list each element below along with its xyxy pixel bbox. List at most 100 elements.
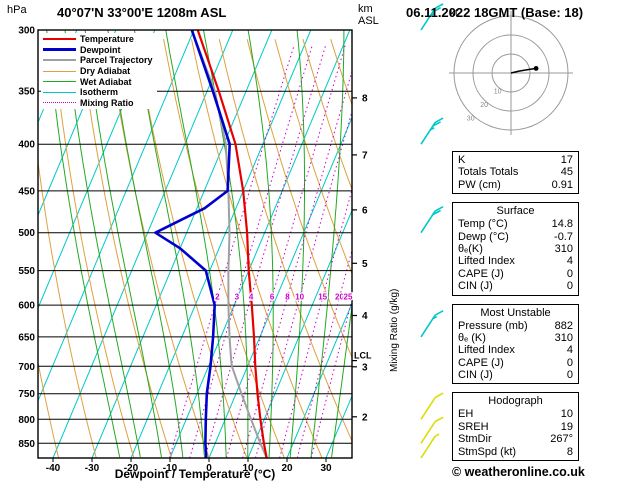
svg-text:300: 300 xyxy=(18,26,35,37)
height-axis-unit: km ASL xyxy=(358,3,379,27)
stats-box-header: Surface xyxy=(496,205,535,218)
svg-text:650: 650 xyxy=(18,332,35,343)
temperature-axis: -40 -30 -20 -10 0 10 20 30 xyxy=(46,458,332,474)
stat-label: Totals Totals xyxy=(458,166,519,179)
stat-value: -0.7 xyxy=(554,230,573,243)
hodograph-ring xyxy=(472,34,550,112)
stat-label: CAPE (J) xyxy=(458,267,504,280)
stat-label: CIN (J) xyxy=(458,280,493,293)
stat-row: K 17 xyxy=(458,154,573,166)
svg-text:6: 6 xyxy=(362,205,368,216)
stats-box-most-unstable: Most Unstable Pressure (mb) 882 θₑ (K) 310 Li… xyxy=(452,303,579,385)
hodograph-trace xyxy=(510,67,537,74)
svg-text:8: 8 xyxy=(285,293,290,302)
svg-text:-20: -20 xyxy=(124,463,139,474)
svg-text:750: 750 xyxy=(18,389,35,400)
svg-text:-30: -30 xyxy=(85,463,100,474)
stat-label: PW (cm) xyxy=(458,178,501,191)
svg-text:850: 850 xyxy=(18,439,35,450)
stat-value: 4 xyxy=(566,344,573,357)
svg-text:-40: -40 xyxy=(46,463,61,474)
mixing-ratio-labels: 2 3 4 6 8 10 15 20 25 xyxy=(214,291,354,303)
stats-box-header: Hodograph xyxy=(488,395,543,408)
wind-barb xyxy=(420,3,444,31)
legend-item-label: Dry Adiabat xyxy=(80,66,131,77)
svg-text:500: 500 xyxy=(18,228,35,239)
legend-line-swatch xyxy=(43,81,76,83)
svg-text:8: 8 xyxy=(362,93,368,104)
hodograph-kt-label: kt xyxy=(450,8,458,19)
svg-text:20: 20 xyxy=(480,102,488,109)
stat-value: 0 xyxy=(566,356,573,369)
svg-text:5: 5 xyxy=(362,259,368,270)
stat-label: StmDir xyxy=(458,433,492,446)
stat-value: 8 xyxy=(566,445,573,458)
stat-value: 45 xyxy=(560,166,573,179)
stat-row: Totals Totals 45 xyxy=(458,166,573,178)
stat-value: 882 xyxy=(554,319,573,332)
legend-item-mixing-ratio: Mixing Ratio xyxy=(43,98,153,109)
legend-line-swatch xyxy=(43,91,76,93)
legend: Temperature Dewpoint Parcel Trajectory Dry … xyxy=(41,33,157,110)
stats-box-indices: K 17 Totals Totals 45 PW (cm) 0.91 xyxy=(452,151,579,195)
stat-label: θₑ(K) xyxy=(458,242,483,255)
legend-item-temperature: Temperature xyxy=(43,34,153,45)
stat-row: Lifted Index 4 xyxy=(458,344,573,356)
stat-value: 17 xyxy=(560,154,573,166)
stat-label: K xyxy=(458,154,466,166)
svg-text:30: 30 xyxy=(467,115,475,122)
svg-text:350: 350 xyxy=(18,87,35,98)
stat-value: 310 xyxy=(554,242,573,255)
stat-label: Lifted Index xyxy=(458,344,515,357)
svg-text:3: 3 xyxy=(235,293,240,302)
stat-label: CAPE (J) xyxy=(458,356,504,369)
svg-text:400: 400 xyxy=(18,140,35,151)
stat-value: 14.8 xyxy=(551,218,573,231)
legend-item-label: Dewpoint xyxy=(80,44,121,55)
stat-label: Dewp (°C) xyxy=(458,230,509,243)
legend-item-label: Parcel Trajectory xyxy=(80,55,153,66)
svg-text:550: 550 xyxy=(18,266,35,277)
parcel-trajectory-curve xyxy=(190,30,268,458)
legend-line-swatch xyxy=(43,59,76,62)
legend-item-isotherm: Isotherm xyxy=(43,87,153,98)
svg-text:2: 2 xyxy=(215,293,220,302)
legend-line-swatch xyxy=(43,38,76,41)
svg-text:0: 0 xyxy=(206,463,212,474)
svg-text:4: 4 xyxy=(249,293,254,302)
lcl-marker: LCL xyxy=(352,351,372,362)
svg-text:10: 10 xyxy=(242,463,254,474)
km-axis: 2 3 4 5 6 7 8 xyxy=(352,93,368,423)
mixing-ratio-lines-group xyxy=(168,45,352,458)
stat-label: Temp (°C) xyxy=(458,218,508,231)
stats-panel: K 17 Totals Totals 45 PW (cm) 0.91 Surface Temp… xyxy=(452,151,579,469)
wind-barbs xyxy=(420,3,444,459)
legend-item-label: Isotherm xyxy=(80,87,119,98)
svg-text:10: 10 xyxy=(494,88,502,95)
temperature-curve xyxy=(196,30,268,458)
svg-text:3: 3 xyxy=(362,362,368,373)
stat-row: Dewp (°C) -0.7 xyxy=(458,231,573,243)
stat-row: θₑ (K) 310 xyxy=(458,332,573,344)
stat-value: 19 xyxy=(560,420,573,433)
stat-row: θₑ(K) 310 xyxy=(458,243,573,255)
stat-label: CIN (J) xyxy=(458,369,493,382)
stat-value: 10 xyxy=(560,408,573,421)
stat-row: Lifted Index 4 xyxy=(458,255,573,267)
stat-row: CIN (J) 0 xyxy=(458,280,573,292)
legend-item-dewpoint: Dewpoint xyxy=(43,45,153,56)
svg-text:20: 20 xyxy=(335,293,344,302)
pressure-unit-label: hPa xyxy=(7,4,27,16)
legend-item-wet-adiabat: Wet Adiabat xyxy=(43,76,153,87)
svg-text:800: 800 xyxy=(18,415,35,426)
stat-row: Pressure (mb) 882 xyxy=(458,320,573,332)
svg-text:2: 2 xyxy=(362,412,368,423)
stat-value: 0.91 xyxy=(551,178,573,191)
wind-barb xyxy=(420,117,444,145)
stat-value: 0 xyxy=(566,280,573,293)
km-label: km xyxy=(358,3,373,15)
wind-barb xyxy=(420,205,444,234)
stat-row: Temp (°C) 14.8 xyxy=(458,218,573,230)
stat-row: CAPE (J) 0 xyxy=(458,357,573,369)
